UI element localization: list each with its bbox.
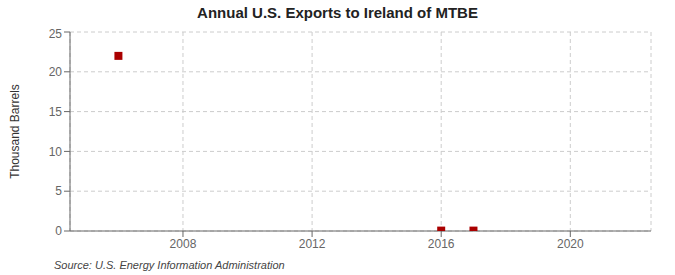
svg-text:2020: 2020: [557, 237, 584, 251]
svg-text:5: 5: [55, 184, 62, 198]
html-text:Source: U.S. Energy Informatio: Source: U.S. Energy Information Administ…: [54, 259, 285, 271]
svg-text:25: 25: [49, 27, 63, 41]
svg-text:0: 0: [55, 224, 62, 238]
html-text:Annual U.S. Exports to Ireland: Annual U.S. Exports to Ireland of MTBE: [197, 4, 478, 21]
svg-text:20: 20: [49, 65, 63, 79]
svg-text:2012: 2012: [299, 237, 326, 251]
svg-text:2016: 2016: [428, 237, 455, 251]
svg-text:2008: 2008: [170, 237, 197, 251]
svg-text:10: 10: [49, 145, 63, 159]
svg-text:Thousand Barrels: Thousand Barrels: [8, 84, 22, 179]
svg-text:15: 15: [49, 105, 63, 119]
